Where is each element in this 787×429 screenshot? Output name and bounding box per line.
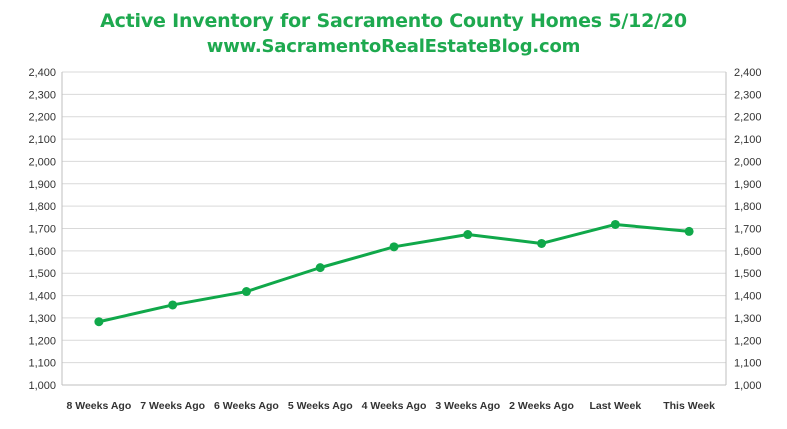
chart-title-block: Active Inventory for Sacramento County H… xyxy=(0,8,787,60)
y-tick-label-right: 1,900 xyxy=(734,179,762,191)
y-tick-label-right: 1,000 xyxy=(734,380,762,392)
data-point xyxy=(463,230,473,240)
y-tick-label-right: 1,400 xyxy=(734,291,762,303)
y-tick-label-right: 1,700 xyxy=(734,224,762,236)
data-point xyxy=(94,317,104,327)
y-tick-label-right: 2,200 xyxy=(734,112,762,124)
series-active-inventory xyxy=(94,219,694,327)
data-point xyxy=(389,242,399,252)
x-tick-label: 7 Weeks Ago xyxy=(140,400,205,412)
y-tick-label-left: 1,600 xyxy=(28,246,56,258)
x-tick-label: 3 Weeks Ago xyxy=(435,400,500,412)
y-tick-label-left: 1,500 xyxy=(28,268,56,280)
x-tick-label: 4 Weeks Ago xyxy=(362,400,427,412)
y-tick-label-right: 1,800 xyxy=(734,201,762,213)
y-tick-label-left: 2,400 xyxy=(28,67,56,79)
y-tick-label-left: 1,300 xyxy=(28,313,56,325)
data-point xyxy=(241,287,251,297)
x-tick-label: 6 Weeks Ago xyxy=(214,400,279,412)
y-tick-label-left: 1,800 xyxy=(28,201,56,213)
data-point xyxy=(537,238,547,248)
x-tick-label: 2 Weeks Ago xyxy=(509,400,574,412)
y-tick-label-left: 2,000 xyxy=(28,156,56,168)
chart-title: Active Inventory for Sacramento County H… xyxy=(100,10,687,32)
y-axis-right: 1,000 1,100 1,200 1,300 1,400 1,500 1,600 1,700… xyxy=(725,67,762,392)
x-tick-label: Last Week xyxy=(589,400,641,412)
data-point xyxy=(168,300,178,310)
y-tick-label-right: 2,100 xyxy=(734,134,762,146)
x-axis: 8 Weeks Ago 7 Weeks Ago 6 Weeks Ago 5 Weeks… xyxy=(62,384,726,412)
y-tick-label-left: 1,700 xyxy=(28,224,56,236)
chart-subtitle: www.SacramentoRealEstateBlog.com xyxy=(206,36,581,57)
y-tick-label-left: 2,300 xyxy=(28,89,56,101)
y-tick-label-right: 2,400 xyxy=(734,67,762,79)
data-point xyxy=(315,263,325,273)
y-tick-label-right: 2,300 xyxy=(734,89,762,101)
y-tick-label-right: 1,600 xyxy=(734,246,762,258)
y-tick-label-left: 2,200 xyxy=(28,112,56,124)
x-tick-label: This Week xyxy=(663,400,715,412)
y-tick-label-right: 1,100 xyxy=(734,358,762,370)
y-tick-label-left: 1,200 xyxy=(28,335,56,347)
grid-lines xyxy=(62,71,726,364)
x-tick-label: 5 Weeks Ago xyxy=(288,400,353,412)
y-tick-label-left: 1,900 xyxy=(28,179,56,191)
y-tick-label-left: 1,400 xyxy=(28,291,56,303)
x-tick-label: 8 Weeks Ago xyxy=(66,400,131,412)
y-tick-label-left: 2,100 xyxy=(28,134,56,146)
y-axis-left: 1,000 1,100 1,200 1,300 1,400 1,500 1,600 1,700… xyxy=(28,67,63,392)
y-tick-label-right: 1,300 xyxy=(734,313,762,325)
y-tick-label-right: 2,000 xyxy=(734,156,762,168)
data-point xyxy=(684,226,694,236)
y-tick-label-right: 1,500 xyxy=(734,268,762,280)
y-tick-label-right: 1,200 xyxy=(734,335,762,347)
y-tick-label-left: 1,100 xyxy=(28,358,56,370)
data-point xyxy=(610,219,620,229)
y-tick-label-left: 1,000 xyxy=(28,380,56,392)
